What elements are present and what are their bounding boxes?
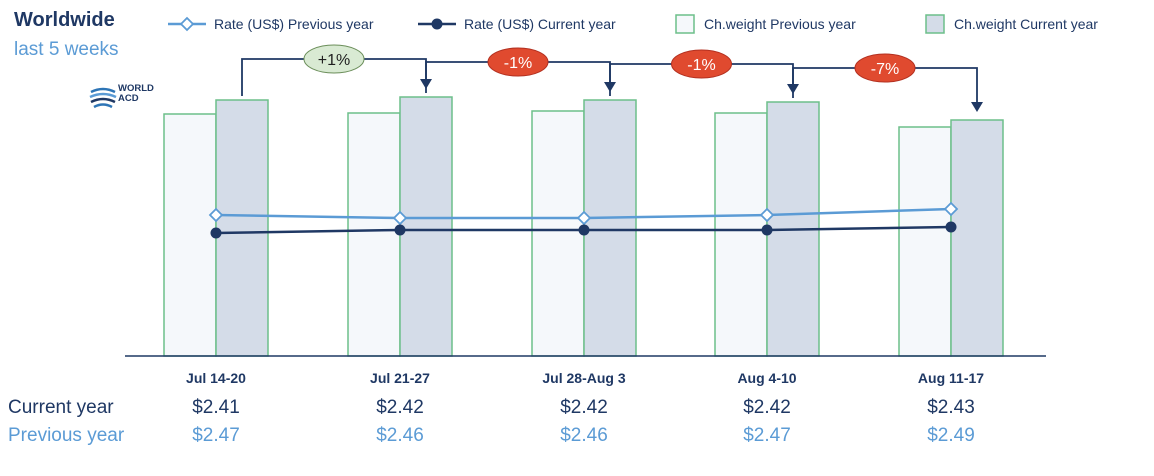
- table-row-label: Current year: [8, 397, 114, 418]
- legend-marker-1: [431, 18, 443, 30]
- change-badge: [854, 53, 916, 83]
- legend-swatch-3: [925, 14, 945, 34]
- table-cell: $2.49: [927, 425, 975, 446]
- x-tick-label: Jul 21-27: [370, 370, 430, 386]
- legend-marker-0: [179, 16, 195, 32]
- table-cell: $2.47: [743, 425, 791, 446]
- bar-prev-year: [531, 110, 585, 357]
- legend: Rate (US$) Previous year Rate (US$) Curre…: [168, 14, 1098, 34]
- table-cell: $2.42: [376, 397, 424, 418]
- x-tick-label: Jul 14-20: [186, 370, 246, 386]
- world-acd-logo: WORLD ACD: [88, 82, 178, 112]
- globe-icon: [89, 87, 117, 109]
- bar-prev-year: [163, 113, 217, 357]
- rate-previous-year-point: [392, 210, 408, 226]
- bar-group: [163, 96, 1004, 357]
- table-cell: $2.47: [192, 425, 240, 446]
- change-badge-label: -1%: [687, 57, 715, 74]
- table-cell: $2.42: [560, 397, 608, 418]
- bar-prev-year: [898, 126, 952, 357]
- change-badge-label: -7%: [871, 61, 899, 78]
- change-arrows: +1% -1% -1% -7%: [241, 44, 983, 112]
- rate-current-year-point: [761, 224, 773, 236]
- legend-swatch-2: [675, 14, 695, 34]
- table-cell: $2.41: [192, 397, 240, 418]
- rate-previous-year-point: [576, 210, 592, 226]
- table-cell: $2.46: [560, 425, 608, 446]
- chart-title: Worldwide: [14, 9, 115, 31]
- x-tick-label: Aug 4-10: [737, 370, 796, 386]
- table-cell: $2.43: [927, 397, 975, 418]
- logo-text-line2: ACD: [118, 93, 139, 104]
- change-badge-label: -1%: [504, 55, 532, 72]
- x-axis-ticks: Jul 14-20 Jul 21-27 Jul 28-Aug 3 Aug 4-10 Au…: [186, 370, 984, 386]
- table-row-label: Previous year: [8, 425, 125, 446]
- legend-label-1: Rate (US$) Current year: [464, 16, 616, 32]
- legend-label-3: Ch.weight Current year: [954, 16, 1098, 32]
- rate-current-year-point: [945, 221, 957, 233]
- legend-label-0: Rate (US$) Previous year: [214, 16, 374, 32]
- bar-current-year: [950, 119, 1004, 357]
- rate-current-year-point: [578, 224, 590, 236]
- change-badge: [487, 47, 549, 77]
- bar-current-year: [215, 99, 269, 357]
- bar-current-year: [583, 99, 637, 357]
- bar-prev-year: [347, 112, 401, 357]
- rate-previous-year-point: [943, 201, 959, 217]
- rate-lines: [208, 201, 959, 239]
- chart-subtitle: last 5 weeks: [14, 39, 119, 60]
- x-tick-label: Jul 28-Aug 3: [542, 370, 625, 386]
- rate-current-year-point: [210, 227, 222, 239]
- table-cell: $2.46: [376, 425, 424, 446]
- bar-prev-year: [714, 112, 768, 357]
- logo-text-line1: WORLD: [118, 83, 154, 94]
- table-cell: $2.42: [743, 397, 791, 418]
- change-badge-label: +1%: [318, 52, 350, 69]
- x-tick-label: Aug 11-17: [918, 370, 984, 386]
- change-arrow-head: [971, 102, 983, 112]
- change-badge: [671, 49, 732, 79]
- rate-current-year-point: [394, 224, 406, 236]
- rate-previous-year-point: [759, 207, 775, 223]
- change-badge: [303, 44, 365, 74]
- legend-label-2: Ch.weight Previous year: [704, 16, 856, 32]
- bar-current-year: [399, 96, 453, 357]
- rate-previous-year-point: [208, 207, 224, 223]
